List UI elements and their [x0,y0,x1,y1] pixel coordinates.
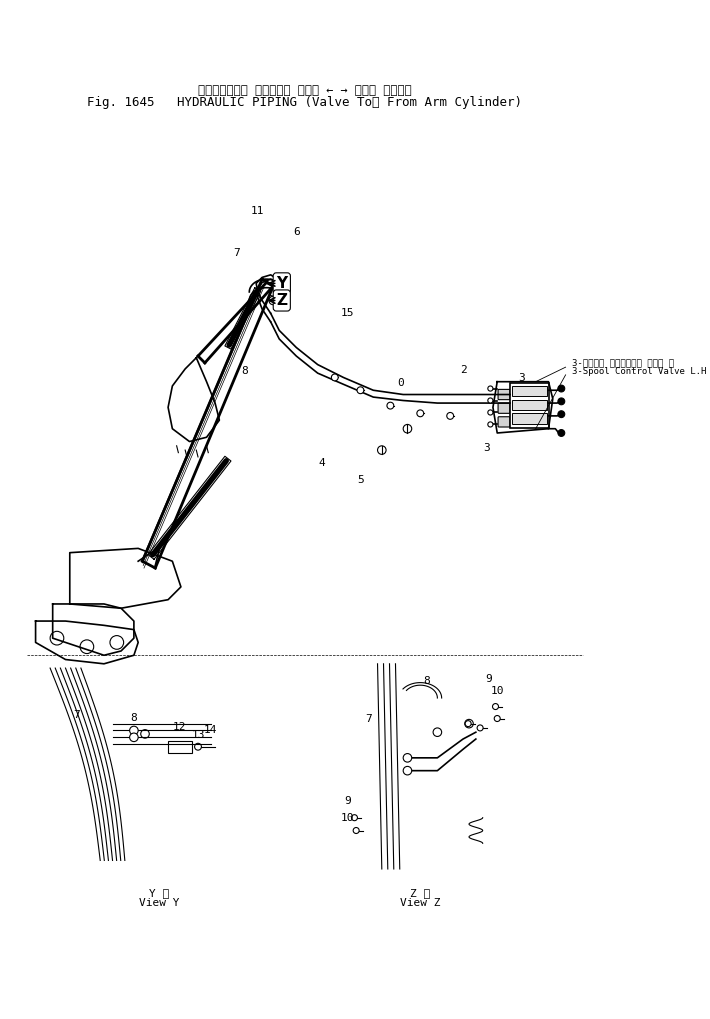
Text: 3: 3 [484,442,491,452]
Text: 4: 4 [319,458,325,468]
Text: 10: 10 [341,813,354,822]
Text: Fig. 1645   HYDRAULIC PIPING (Valve To／ From Arm Cylinder): Fig. 1645 HYDRAULIC PIPING (Valve To／ Fr… [87,96,523,109]
FancyBboxPatch shape [498,389,510,399]
Bar [512,414,547,424]
Text: 0: 0 [397,378,404,388]
Text: 6: 6 [293,227,300,237]
Polygon shape [225,287,261,350]
Text: 7: 7 [233,249,240,259]
Circle shape [417,410,424,417]
Text: 7: 7 [366,714,372,725]
Text: 3: 3 [518,373,525,383]
Circle shape [130,733,138,742]
Text: 2: 2 [459,365,466,375]
Circle shape [488,422,493,427]
Text: Y 見: Y 見 [149,888,170,898]
Circle shape [488,386,493,391]
Text: Z: Z [276,293,288,308]
Text: 13: 13 [191,730,204,740]
Circle shape [488,398,493,404]
Text: Z 見: Z 見 [410,888,430,898]
Circle shape [403,766,412,774]
Circle shape [493,703,498,709]
Text: ハイドロリック パイピング バルブ ← → アーム シリンダ: ハイドロリック パイピング バルブ ← → アーム シリンダ [198,85,412,97]
Circle shape [353,827,359,834]
Bar [510,383,549,428]
Text: 7: 7 [73,710,80,720]
Bar [512,399,547,410]
Circle shape [558,398,564,405]
Circle shape [387,403,394,409]
Text: Y: Y [276,276,288,290]
Text: 9: 9 [486,675,492,684]
Circle shape [477,725,483,731]
Text: 11: 11 [251,206,265,216]
Polygon shape [148,457,231,559]
Circle shape [357,387,364,393]
Circle shape [351,815,357,820]
Circle shape [558,411,564,418]
Circle shape [403,754,412,762]
Circle shape [494,715,501,721]
Circle shape [332,374,338,381]
Text: 9: 9 [344,797,351,806]
Text: 12: 12 [173,722,186,732]
Bar [512,386,547,396]
Text: 3-Spool Control Valve L.H: 3-Spool Control Valve L.H [572,367,707,376]
Text: 3-スプール コントロール バルブ 左: 3-スプール コントロール バルブ 左 [572,359,674,368]
Circle shape [130,727,138,735]
Text: 14: 14 [204,726,217,736]
Text: View Z: View Z [400,898,440,908]
Circle shape [447,413,454,419]
Text: 5: 5 [357,475,364,485]
Text: 8: 8 [241,367,248,376]
Text: 8: 8 [131,712,137,722]
Circle shape [465,720,471,727]
Text: View Y: View Y [139,898,180,908]
Circle shape [488,410,493,415]
Circle shape [558,430,564,436]
Circle shape [558,385,564,392]
Bar [168,741,192,753]
FancyBboxPatch shape [498,417,510,427]
Polygon shape [493,382,553,433]
Text: 8: 8 [424,676,430,686]
FancyBboxPatch shape [498,404,510,414]
Text: 10: 10 [491,686,504,696]
Text: 15: 15 [341,309,354,318]
